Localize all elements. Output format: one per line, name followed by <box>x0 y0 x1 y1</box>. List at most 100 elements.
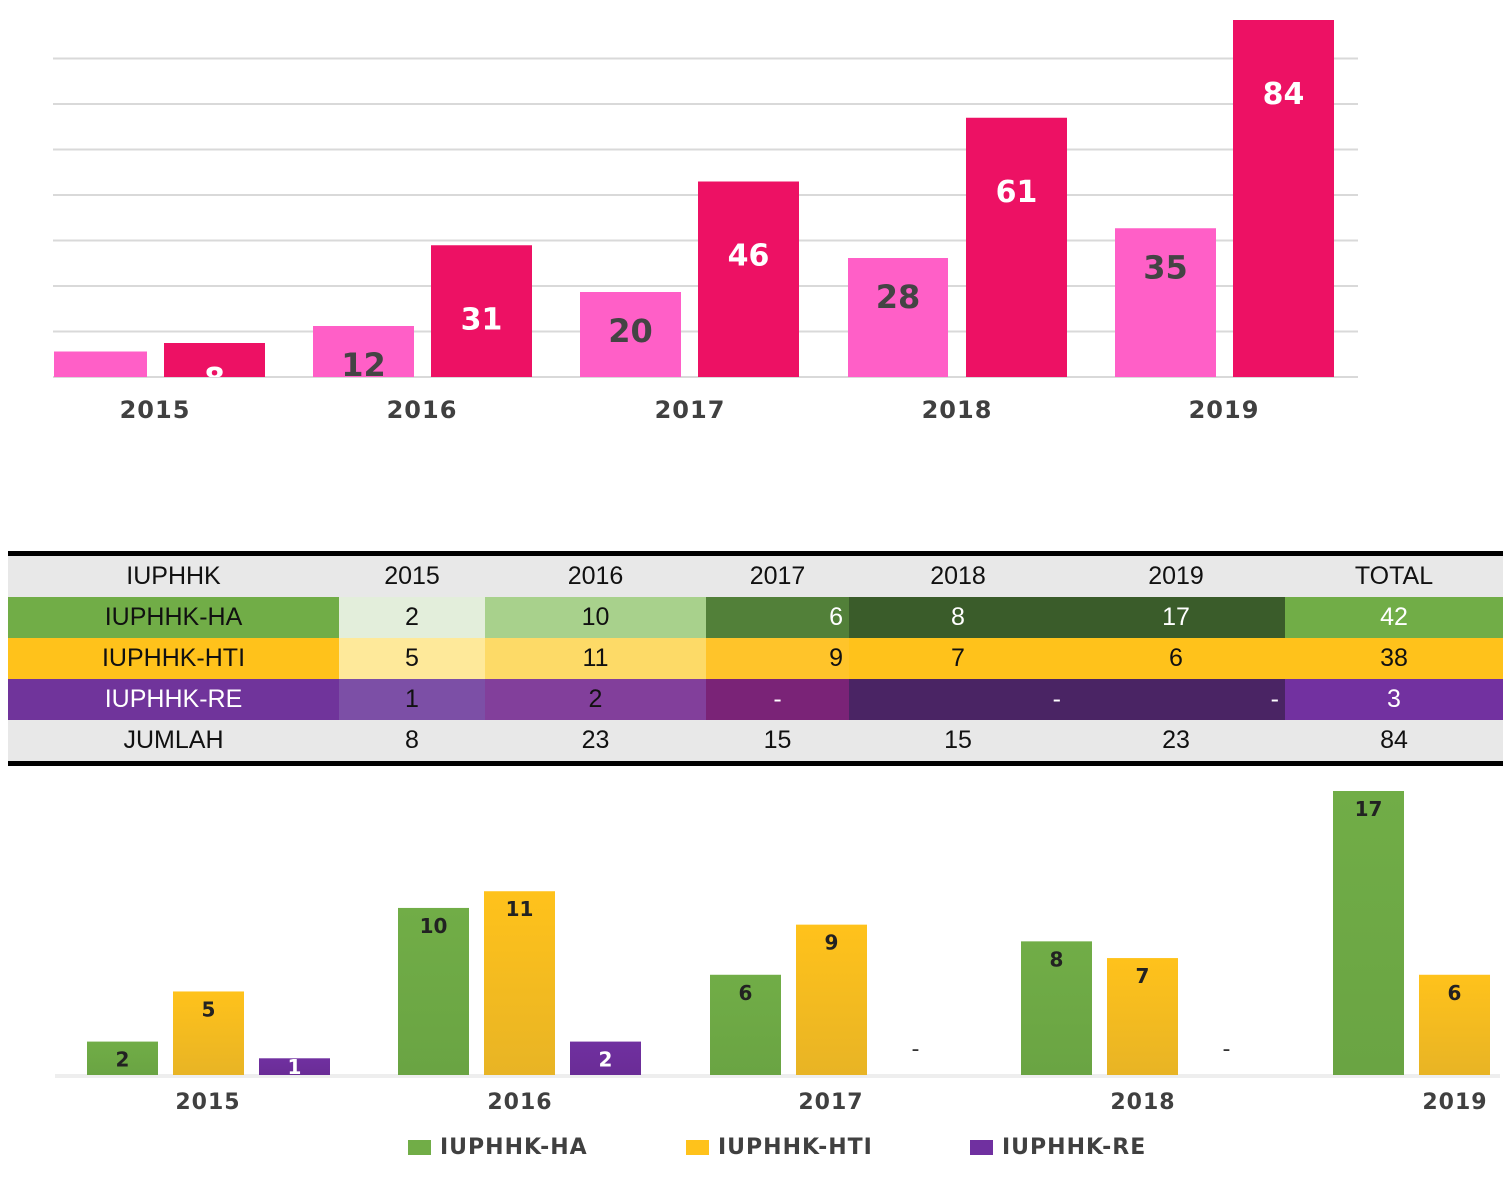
table-cell: 5 <box>339 638 485 679</box>
x-tick-label: 2015 <box>175 1090 240 1115</box>
header-cell: 2017 <box>706 553 849 597</box>
table-row-hti: IUPHHK-HTI 5 11 9 7 6 38 <box>8 638 1503 679</box>
summary-table: IUPHHK 2015 2016 2017 2018 2019 TOTAL IU… <box>8 551 1503 766</box>
legend-swatch <box>408 1140 431 1155</box>
table-row-ha: IUPHHK-HA 2 10 6 8 17 42 <box>8 597 1503 638</box>
bar-value-label: 8 <box>204 362 225 397</box>
header-cell: IUPHHK <box>8 553 339 597</box>
row-label: IUPHHK-HTI <box>8 638 339 679</box>
bar-value-label: 1 <box>288 1055 302 1079</box>
x-tick-label: 2018 <box>922 396 993 424</box>
bar-value-label: 5 <box>202 997 216 1021</box>
table-cell: 23 <box>1067 720 1285 764</box>
table-cell: 2 <box>339 597 485 638</box>
x-tick-label: 2017 <box>798 1090 863 1115</box>
bar-dark-2015 <box>164 343 265 377</box>
bar-value-label: 35 <box>1143 248 1188 286</box>
table-cell: 23 <box>485 720 706 764</box>
row-label: IUPHHK-HA <box>8 597 339 638</box>
bar-value-label: 31 <box>461 302 503 337</box>
table-cell: 7 <box>849 638 1067 679</box>
table-cell: 8 <box>339 720 485 764</box>
bar-light-2016 <box>313 326 414 377</box>
bottom-bar-chart: 2 10 6 8 17 5 11 9 7 6 1 2 - - 2015 2016 2017 2018 2019 IUP… <box>55 791 1500 1160</box>
bar-value-label: 2 <box>116 1048 130 1072</box>
bar-value-label: 10 <box>420 914 448 938</box>
bar-value-label: 46 <box>728 239 770 274</box>
legend: IUPHHK-HA IUPHHK-HTI IUPHHK-RE <box>408 1135 1145 1160</box>
bar-ha-2016 <box>398 907 469 1075</box>
bar-light-2015 <box>54 351 147 377</box>
legend-label: IUPHHK-HA <box>440 1135 588 1160</box>
bar-dark-2017 <box>698 181 799 377</box>
table-cell: 42 <box>1285 597 1503 638</box>
bar-ha-2019 <box>1333 791 1404 1075</box>
table-cell: 8 <box>849 597 1067 638</box>
table-cell: 38 <box>1285 638 1503 679</box>
bar-value-label: 12 <box>341 346 386 384</box>
bar-hti-2015 <box>173 991 244 1075</box>
table-cell: 15 <box>706 720 849 764</box>
bar-value-label: 84 <box>1263 77 1305 112</box>
bar-hti-2018 <box>1107 958 1178 1075</box>
bar-hti-2019 <box>1419 974 1490 1075</box>
x-tick-label: 2016 <box>487 1090 552 1115</box>
bar-value-label: 8 <box>1050 947 1064 971</box>
legend-swatch <box>686 1140 709 1155</box>
bar-ha-2017 <box>710 974 781 1075</box>
header-cell: 2016 <box>485 553 706 597</box>
bar-value-label: 17 <box>1355 797 1383 821</box>
table-cell: 84 <box>1285 720 1503 764</box>
table-cell: 10 <box>485 597 706 638</box>
bar-hti-2017 <box>796 924 867 1075</box>
table-cell: - <box>849 679 1067 720</box>
row-label: IUPHHK-RE <box>8 679 339 720</box>
header-cell: TOTAL <box>1285 553 1503 597</box>
table-cell: 17 <box>1067 597 1285 638</box>
bar-value-label: - <box>912 1037 920 1062</box>
table-cell: 3 <box>1285 679 1503 720</box>
bar-ha-2015 <box>87 1041 158 1075</box>
bar-value-label: 7 <box>1136 964 1150 988</box>
table-cell: - <box>1067 679 1285 720</box>
header-cell: 2019 <box>1067 553 1285 597</box>
bar-re-2016 <box>570 1041 641 1075</box>
bar-re-2015 <box>259 1058 330 1075</box>
bar-light-2018 <box>848 258 948 377</box>
table-cell: 9 <box>706 638 849 679</box>
table-cell: 11 <box>485 638 706 679</box>
table-cell: 1 <box>339 679 485 720</box>
header-cell: 2015 <box>339 553 485 597</box>
x-tick-label: 2018 <box>1110 1090 1175 1115</box>
x-tick-label: 2015 <box>120 396 191 424</box>
header-cell: 2018 <box>849 553 1067 597</box>
legend-label: IUPHHK-HTI <box>718 1135 873 1160</box>
bar-value-label: 6 <box>1448 981 1462 1005</box>
table-cell: 15 <box>849 720 1067 764</box>
top-bar-chart: 6 12 20 28 35 8 31 46 61 84 2015 2016 2017 2018 2019 <box>53 20 1358 424</box>
bar-ha-2018 <box>1021 941 1092 1075</box>
bar-value-label: 2 <box>599 1048 613 1072</box>
table-header-row: IUPHHK 2015 2016 2017 2018 2019 TOTAL <box>8 553 1503 597</box>
x-tick-label: 2019 <box>1189 396 1260 424</box>
bar-hti-2016 <box>484 891 555 1075</box>
bar-value-label: 6 <box>89 372 111 410</box>
table-cell: 2 <box>485 679 706 720</box>
bar-light-2017 <box>580 292 681 377</box>
bar-value-label: 6 <box>739 981 753 1005</box>
bar-value-label: 9 <box>825 931 839 955</box>
row-label: JUMLAH <box>8 720 339 764</box>
x-tick-label: 2017 <box>655 396 726 424</box>
bar-value-label: 11 <box>506 897 534 921</box>
bar-light-2019 <box>1115 228 1216 377</box>
bar-dark-2019 <box>1233 20 1334 377</box>
table-row-re: IUPHHK-RE 1 2 - - - 3 <box>8 679 1503 720</box>
table-sum-row: JUMLAH 8 23 15 15 23 84 <box>8 720 1503 764</box>
x-tick-label: 2016 <box>387 396 458 424</box>
bar-value-label: 28 <box>876 278 921 316</box>
bar-dark-2018 <box>966 117 1067 377</box>
bar-value-label: 61 <box>996 175 1038 210</box>
table-cell: 6 <box>706 597 849 638</box>
bar-dark-2016 <box>431 245 532 377</box>
bar-value-label: 20 <box>608 312 653 350</box>
